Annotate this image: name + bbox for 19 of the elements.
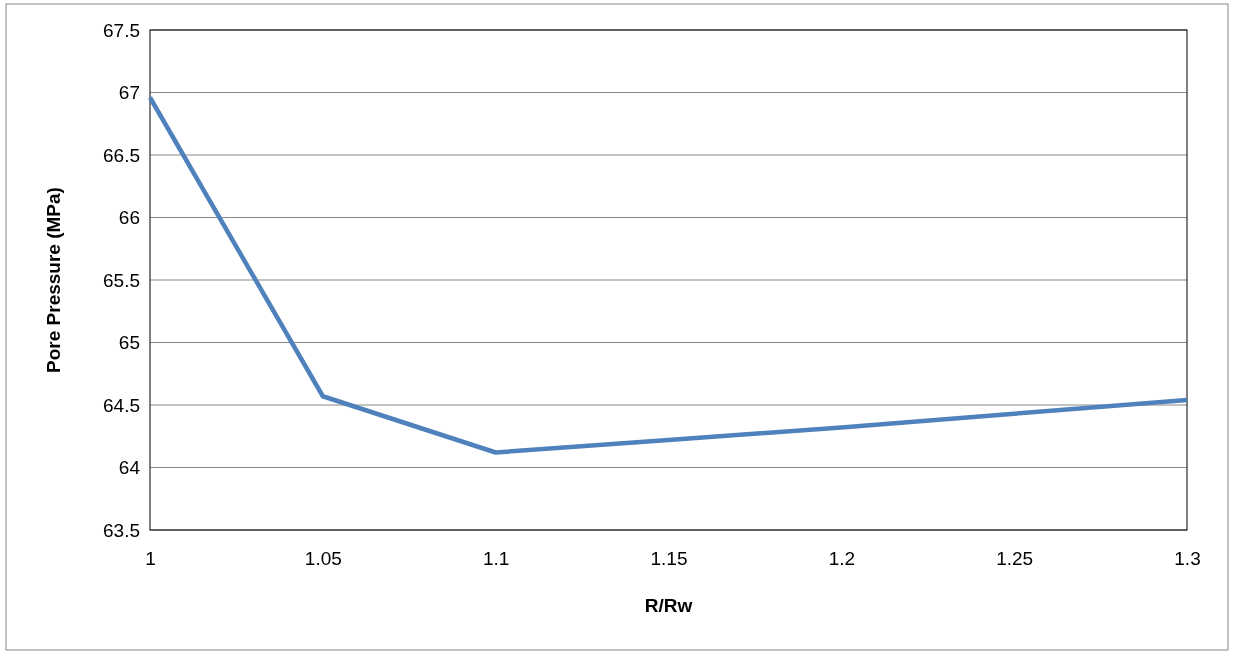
- line-series: [147, 95, 1190, 455]
- x-tick-label: 1.05: [304, 548, 342, 570]
- y-tick-label: 67.5: [103, 19, 140, 41]
- y-tick-label: 67: [118, 82, 140, 104]
- y-tick-label: 65: [118, 332, 140, 354]
- y-tick-label: 64: [118, 457, 141, 479]
- x-tick-label: 1.1: [482, 548, 510, 570]
- x-tick-label: 1.2: [828, 548, 856, 570]
- y-tick-label: 63.5: [103, 519, 140, 541]
- y-tick-label: 65.5: [103, 269, 140, 291]
- y-axis-title: Pore Pressure (MPa): [43, 187, 64, 373]
- x-tick-label: 1: [145, 548, 156, 570]
- y-tick-label: 64.5: [103, 394, 140, 416]
- y-tick-label: 66: [118, 207, 140, 229]
- y-tick-label: 66.5: [103, 144, 140, 166]
- x-tick-label: 1.3: [1174, 548, 1201, 570]
- x-tick-label: 1.25: [996, 548, 1034, 570]
- x-tick-label: 1.15: [650, 548, 688, 570]
- x-axis-title: R/Rw: [644, 595, 693, 616]
